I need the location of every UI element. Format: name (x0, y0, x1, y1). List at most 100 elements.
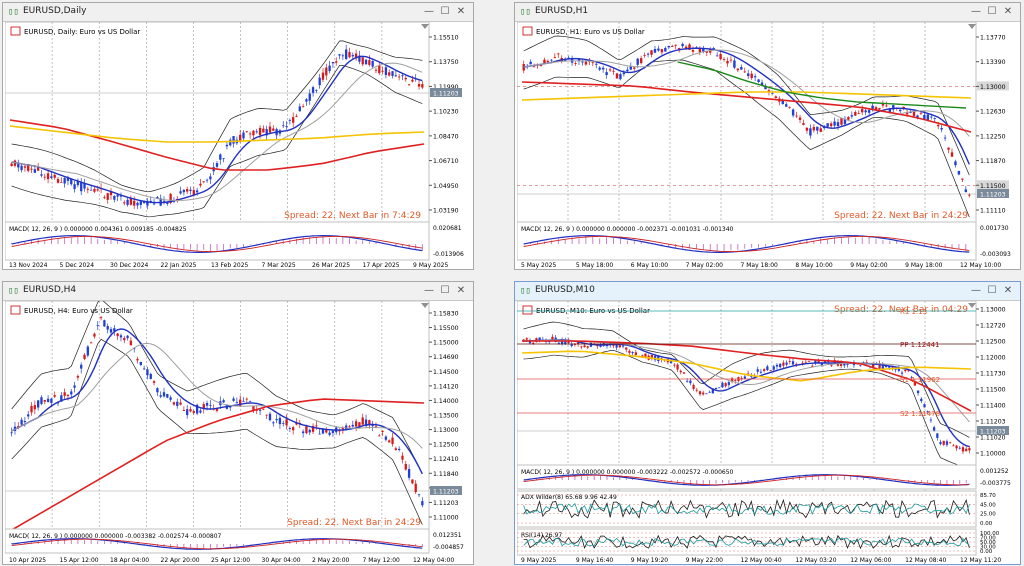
candle-body (702, 48, 705, 52)
chart-subtitle: EURUSD, H1: Euro vs US Dollar (536, 28, 645, 36)
window-titlebar[interactable]: ▯▯ EURUSD,Daily — ☐ ✕ (3, 3, 473, 22)
candle-body (209, 405, 212, 406)
price-label: 1.11840 (433, 471, 459, 478)
candle-body (639, 58, 643, 64)
candle-body (139, 362, 142, 365)
price-chart[interactable]: EURUSD, H4: Euro vs US Dollar 1.15830 1.15… (5, 301, 473, 565)
chart-window-h1[interactable]: ▯▯ EURUSD,H1 — ☐ ✕ EURUSD, H1: Euro vs U… (514, 2, 1021, 270)
candle-body (538, 337, 541, 341)
candle-body (318, 77, 321, 86)
candle-body (546, 60, 550, 63)
price-label: 1.11203 (980, 419, 1006, 426)
candle-body (311, 425, 315, 432)
candle-body (570, 344, 573, 347)
candle-body (245, 398, 248, 400)
candle-body (595, 63, 598, 65)
window-titlebar[interactable]: ▯▯ EURUSD,H1 — ☐ ✕ (515, 3, 1020, 22)
candle-body (268, 413, 272, 421)
candle-body (653, 48, 657, 53)
candle-body (718, 387, 721, 389)
candle-body (106, 193, 109, 200)
date-label: 12 May 06:00 (850, 557, 891, 564)
candle-body (714, 387, 718, 390)
candle-body (136, 358, 139, 361)
candle-body (943, 137, 947, 139)
candle-body (222, 158, 225, 160)
maximize-button[interactable]: ☐ (440, 6, 450, 17)
candle-body (182, 189, 186, 193)
close-button[interactable]: ✕ (1003, 285, 1013, 296)
candle-body (325, 428, 328, 433)
date-label: 9 May 18:00 (905, 262, 943, 269)
macd-pane (5, 221, 430, 261)
candle-body (968, 194, 971, 196)
candle-body (10, 163, 13, 167)
minimize-button[interactable]: — (971, 285, 981, 296)
indicator-level-label: 0.00 (980, 521, 993, 527)
price-label: 1.11110 (980, 208, 1006, 215)
indicator-level-label: 85.70 (980, 493, 996, 499)
close-button[interactable]: ✕ (456, 285, 466, 296)
price-label: 1.12500 (980, 339, 1006, 346)
minimize-button[interactable]: — (424, 285, 434, 296)
candle-body (740, 377, 743, 379)
close-button[interactable]: ✕ (456, 6, 466, 17)
candle-body (819, 128, 822, 132)
candle-body (605, 72, 608, 76)
candle-body (804, 362, 807, 364)
candle-body (692, 384, 695, 389)
candle-body (225, 144, 229, 147)
candle-body (404, 463, 407, 470)
candle-body (17, 162, 20, 168)
candle-body (89, 189, 93, 191)
candle-body (679, 370, 682, 373)
candle-body (705, 393, 708, 395)
date-label: 2 May 20:00 (312, 557, 350, 564)
price-label: 1.12410 (433, 456, 459, 463)
minimize-button[interactable]: — (424, 6, 434, 17)
chart-window-m10[interactable]: ▯▯ EURUSD,M10 — ☐ ✕ EURUSD, M10: Euro vs… (514, 281, 1021, 565)
chart-window-daily[interactable]: ▯▯ EURUSD,Daily — ☐ ✕ EURUSD, Daily: Eur… (2, 2, 474, 270)
close-button[interactable]: ✕ (1003, 6, 1013, 17)
candle-body (936, 433, 939, 438)
window-titlebar[interactable]: ▯▯ EURUSD,H4 — ☐ ✕ (3, 282, 473, 301)
candle-body (881, 103, 885, 106)
candle-body (926, 114, 930, 121)
candle-body (239, 399, 242, 406)
candle-body (70, 391, 73, 395)
candle-body (795, 364, 798, 365)
candle-body (933, 117, 936, 119)
candle-body (354, 421, 358, 427)
maximize-button[interactable]: ☐ (987, 285, 997, 296)
candle-body (646, 53, 650, 55)
slow-ma-red (9, 398, 425, 532)
slow-ma-yellow (9, 125, 425, 143)
candle-body (388, 440, 391, 443)
candle-body (242, 132, 245, 139)
chart-window-h4[interactable]: ▯▯ EURUSD,H4 — ☐ ✕ EURUSD, H4: Euro vs U… (2, 281, 474, 565)
maximize-button[interactable]: ☐ (987, 6, 997, 17)
candle-body (539, 65, 543, 66)
candle-body (63, 178, 66, 184)
candle-body (96, 189, 99, 191)
minimize-button[interactable]: — (971, 6, 981, 17)
candle-body (195, 190, 199, 193)
candle-body (785, 362, 788, 365)
price-label: 1.11730 (980, 371, 1006, 378)
price-chart[interactable]: EURUSD, H1: Euro vs US Dollar 1.13770 1.13… (517, 22, 1020, 270)
bollinger-upper (523, 321, 970, 438)
chart-icon: ▯▯ (8, 286, 19, 296)
candle-body (345, 49, 348, 59)
window-titlebar[interactable]: ▯▯ EURUSD,M10 — ☐ ✕ (515, 282, 1020, 301)
macd-level-label: -0.003093 (980, 251, 1011, 258)
chart-icon: ▯▯ (8, 7, 19, 17)
candle-body (232, 136, 235, 144)
price-chart[interactable]: EURUSD, M10: Euro vs US Dollar 1.130001.1… (517, 301, 1020, 565)
price-chart[interactable]: EURUSD, Daily: Euro vs US Dollar 1.15510 1… (5, 22, 473, 270)
fast-ma-line (523, 339, 970, 448)
candle-body (570, 57, 574, 63)
candle-body (308, 93, 311, 101)
price-label: 1.08470 (433, 133, 459, 140)
candle-body (394, 448, 398, 451)
maximize-button[interactable]: ☐ (440, 285, 450, 296)
